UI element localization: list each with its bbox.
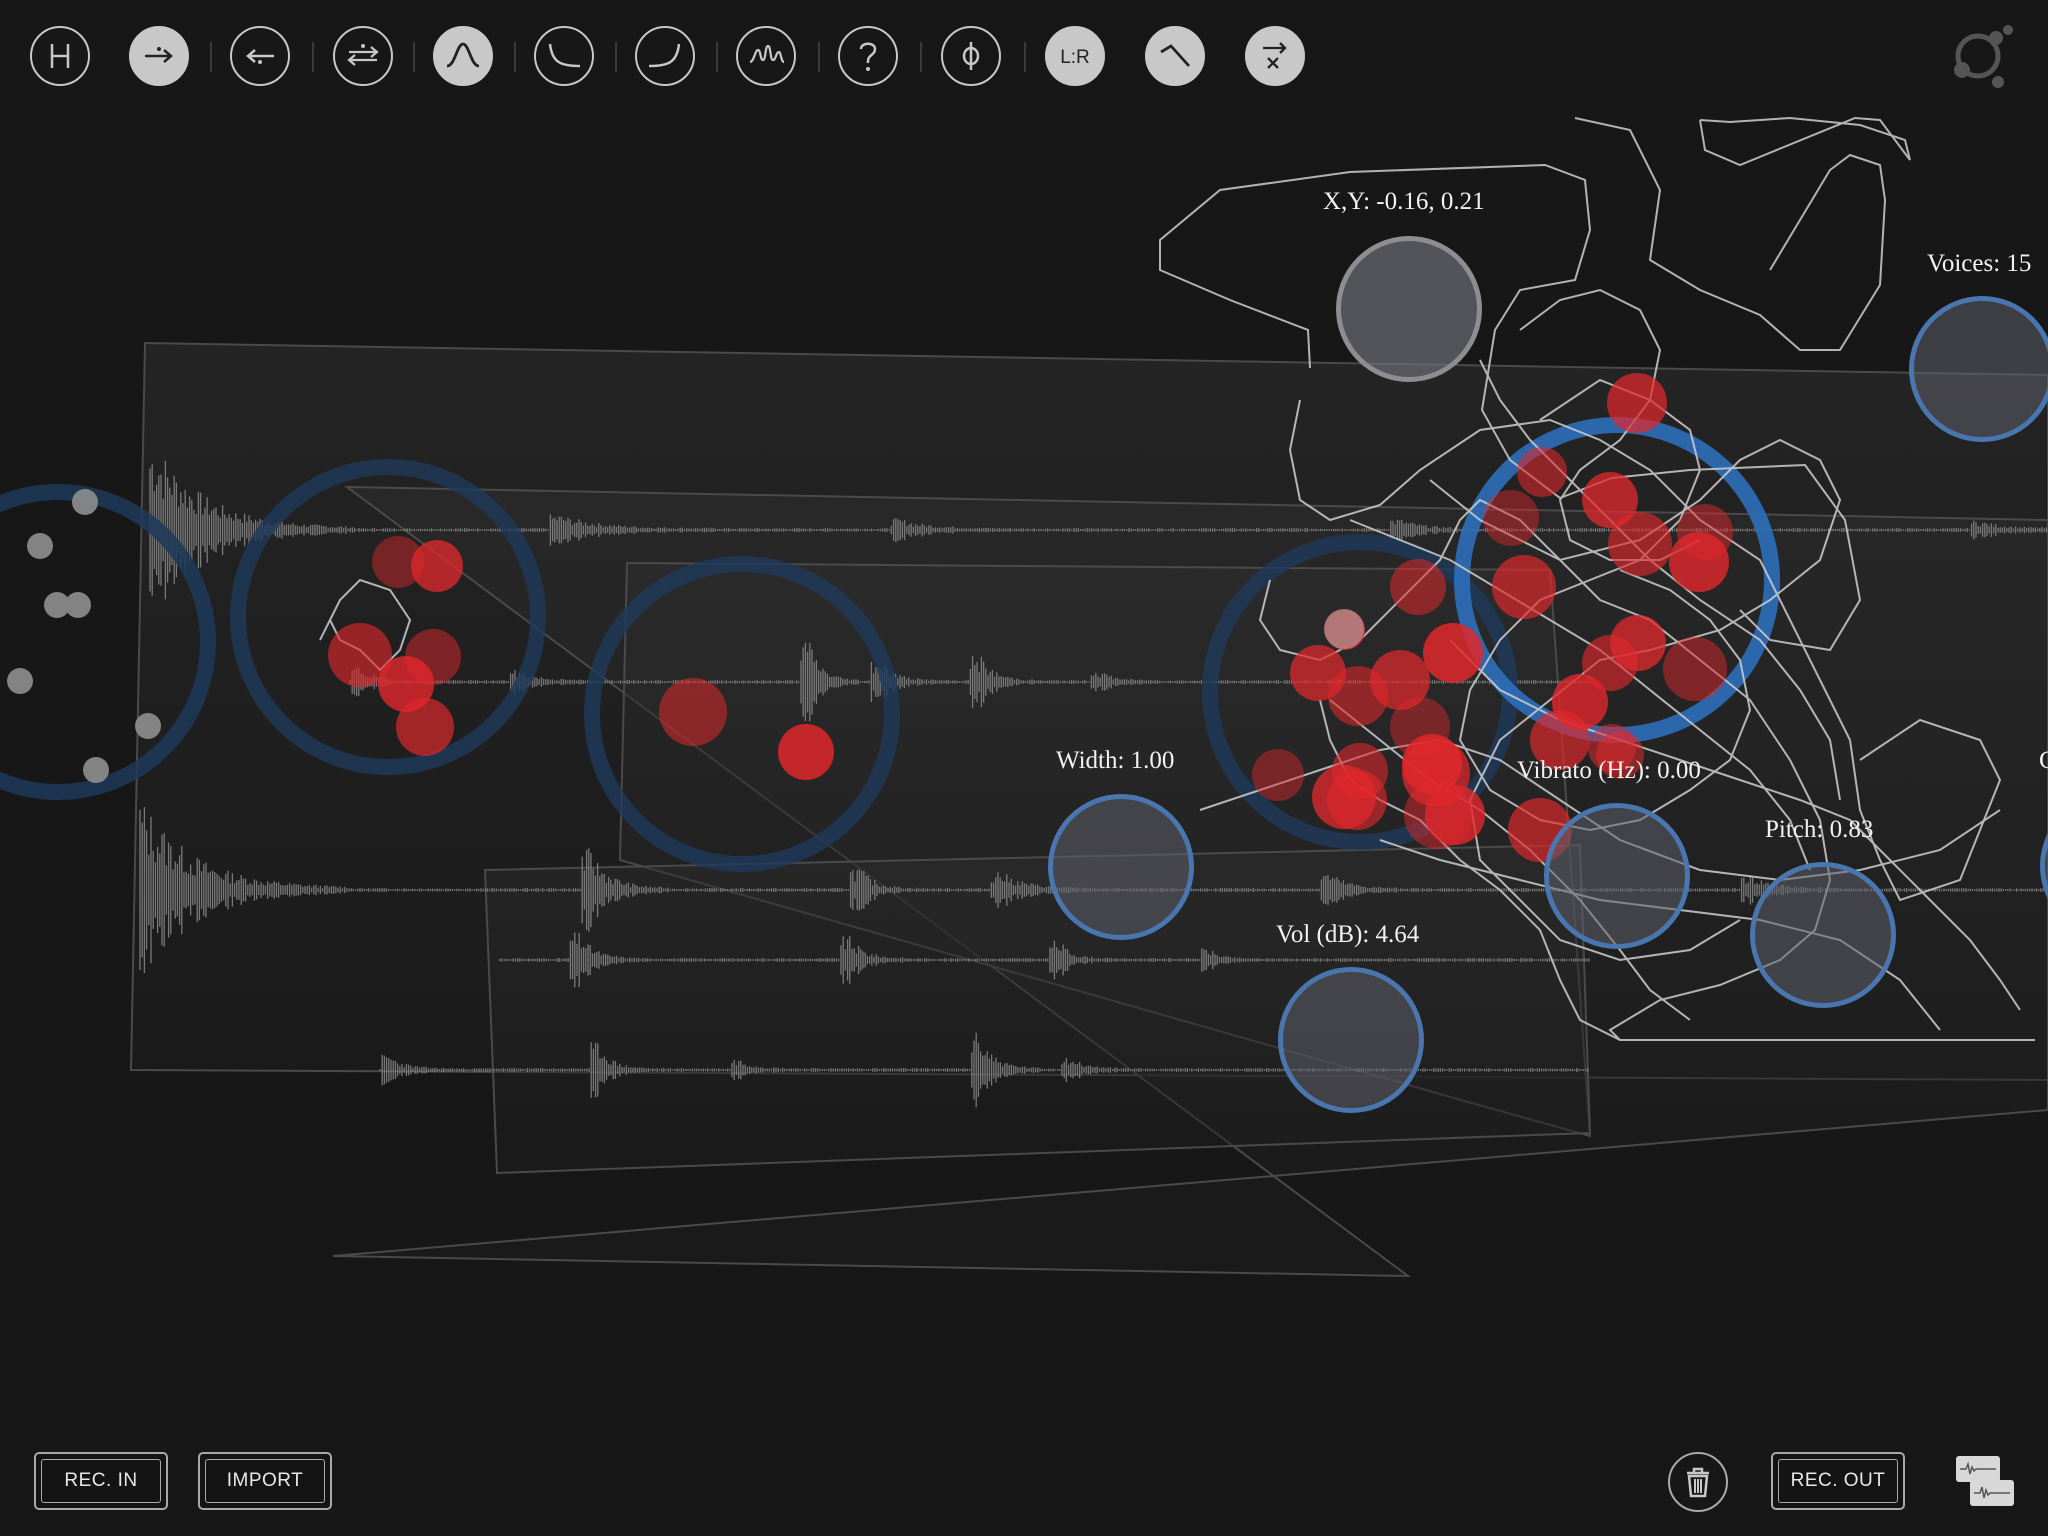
width-knob[interactable] [1048,794,1194,940]
grain [1327,770,1387,830]
import-button[interactable]: IMPORT [198,1452,332,1510]
grain [378,656,434,712]
orbit-logo-icon [1954,25,2013,88]
stereo-lr-icon: L:R [1060,47,1090,68]
svg-text:L:R: L:R [1060,47,1090,68]
phase-button[interactable] [941,26,1001,86]
import-label: IMPORT [205,1459,325,1503]
decay-curve-icon [548,43,581,68]
help-h-button[interactable] [30,26,90,86]
grain [372,536,424,588]
phase-icon [962,42,980,70]
randomize-x-icon [1263,42,1287,69]
grain [1425,785,1485,845]
grain [1608,512,1672,576]
grain [659,678,727,746]
bell-curve-button[interactable] [433,26,493,86]
attack-envelope-button[interactable] [1145,26,1205,86]
cut-label: C [2039,747,2048,774]
grain [411,540,463,592]
grain-dot [65,592,91,618]
xy-position-knob[interactable] [1336,236,1482,382]
grain-dot [135,713,161,739]
grain-area-ring[interactable] [0,484,216,800]
volume-knob[interactable] [1278,967,1424,1113]
decay-curve-button[interactable] [534,26,594,86]
grain [1252,749,1304,801]
grain [328,623,392,687]
rec-out-label: REC. OUT [1778,1459,1898,1503]
grain-dot [27,533,53,559]
stereo-lr-button[interactable]: L:R [1045,26,1105,86]
rec-in-label: REC. IN [41,1459,161,1503]
pitch-knob[interactable] [1750,862,1896,1008]
bell-curve-icon [446,42,480,68]
rise-curve-button[interactable] [635,26,695,86]
grain [1483,490,1539,546]
grain [1390,559,1446,615]
xy-position-label: X,Y: -0.16, 0.21 [1323,188,1485,215]
app-logo[interactable] [1948,20,2020,92]
waveform-trace [499,932,1590,988]
grain [1607,373,1667,433]
question-button[interactable] [838,26,898,86]
arrows-bidirectional-button[interactable] [333,26,393,86]
toolbar-separator [210,42,212,72]
grain [396,698,454,756]
grain-dot [83,757,109,783]
grain-dot [7,668,33,694]
arrow-forward-icon [145,47,173,63]
grain [1663,637,1727,701]
rec-out-button[interactable]: REC. OUT [1771,1452,1905,1510]
pitch-label: Pitch: 0.83 [1765,816,1874,843]
waveform-button[interactable] [736,26,796,86]
grain [1492,555,1556,619]
vibrato-label: Vibrato (Hz): 0.00 [1517,757,1701,784]
grain-dot [44,592,70,618]
toolbar-separator [312,42,314,72]
grain [1596,731,1644,779]
arrow-back-icon [246,49,274,64]
arrow-back-button[interactable] [230,26,290,86]
grain [1370,650,1430,710]
randomize-x-button[interactable] [1245,26,1305,86]
grain [1517,447,1567,497]
toolbar-separator [1024,42,1026,72]
trash-button[interactable] [1668,1452,1728,1512]
grain-area-ring[interactable] [584,556,900,872]
grain-area-ring[interactable] [230,459,546,775]
question-icon [859,42,877,71]
voices-knob[interactable] [1909,296,2048,442]
vibrato-knob[interactable] [1544,803,1690,949]
toolbar-separator [514,42,516,72]
volume-label: Vol (dB): 4.64 [1276,921,1420,948]
grain [1582,472,1638,528]
toolbar-separator [818,42,820,72]
grain [1423,623,1483,683]
arrow-forward-button[interactable] [129,26,189,86]
grain [1530,710,1590,770]
toolbar-separator [413,42,415,72]
grain [778,724,834,780]
waveform-icon [749,44,785,64]
help-h-icon [50,44,70,68]
toolbar-separator [920,42,922,72]
toolbar-separator [716,42,718,72]
rise-curve-icon [648,43,681,68]
waveform-layers-icon [1956,1456,2014,1506]
width-label: Width: 1.00 [1056,747,1175,774]
voices-label: Voices: 15 [1927,250,2032,277]
rec-in-button[interactable]: REC. IN [34,1452,168,1510]
grain-dot [1324,609,1364,649]
attack-envelope-icon [1160,44,1191,67]
toolbar-separator [615,42,617,72]
trash-icon [1687,1467,1709,1498]
grain [1669,532,1729,592]
grain-dot [72,489,98,515]
waveform-layers-button[interactable] [1952,1452,2018,1512]
arrows-bidirectional-icon [347,44,379,66]
grain [1582,635,1638,691]
